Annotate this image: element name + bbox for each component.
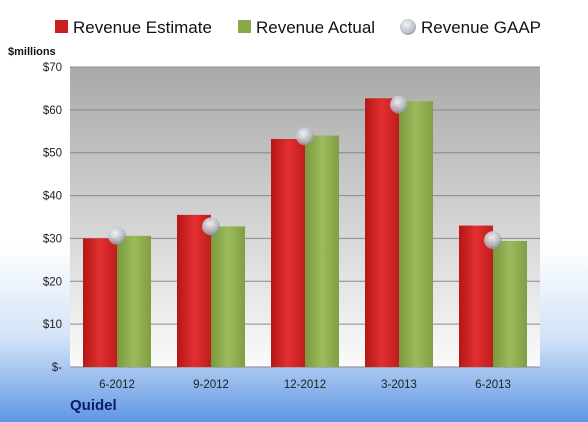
y-tick-label-40: $40 [43,191,62,203]
y-axis-ticks: $- $10 $20 $30 $40 $50 $60 $70 [43,62,62,374]
gaap-markers [108,95,502,250]
marker-revenue-gaap-9-2012 [202,217,220,236]
y-tick-label-50: $50 [43,148,62,160]
bar-revenue-estimate-6-2013 [459,225,493,367]
y-tick-label-60: $60 [43,105,62,117]
bar-revenue-estimate-12-2012 [271,139,305,367]
bar-revenue-actual-9-2012 [211,226,245,367]
bar-revenue-estimate-3-2013 [365,98,399,368]
bar-revenue-actual-6-2012 [117,235,151,367]
legend-label-revenue-estimate: Revenue Estimate [73,18,212,37]
x-tick-label-3-2013: 3-2013 [381,379,417,391]
company-name: Quidel [70,397,117,414]
y-tick-label-20: $20 [43,276,62,288]
marker-revenue-gaap-12-2012 [296,127,314,146]
legend-swatch-revenue-actual [238,20,251,33]
marker-revenue-gaap-6-2012 [108,226,126,245]
legend-item-revenue-actual: Revenue Actual [238,18,375,37]
marker-revenue-gaap-6-2013 [484,231,502,250]
legend-label-revenue-gaap: Revenue GAAP [421,18,541,37]
y-tick-label-0: $- [52,362,62,374]
y-tick-label-30: $30 [43,233,62,245]
x-tick-label-6-2013: 6-2013 [475,379,511,391]
bar-revenue-estimate-9-2012 [177,214,211,367]
x-axis-ticks: 6-2012 9-2012 12-2012 3-2013 6-2013 [99,379,511,391]
bar-revenue-actual-12-2012 [305,135,339,367]
x-tick-label-9-2012: 9-2012 [193,379,229,391]
y-tick-label-70: $70 [43,62,62,74]
bar-revenue-actual-6-2013 [493,241,527,367]
bars [83,98,527,368]
legend-marker-revenue-gaap [400,19,416,35]
legend-item-revenue-estimate: Revenue Estimate [55,18,212,37]
legend-swatch-revenue-estimate [55,20,68,33]
legend: Revenue Estimate Revenue Actual Revenue … [55,18,541,37]
x-tick-label-6-2012: 6-2012 [99,379,135,391]
legend-label-revenue-actual: Revenue Actual [256,18,375,37]
x-tick-label-12-2012: 12-2012 [284,379,326,391]
bar-revenue-estimate-6-2012 [83,238,117,367]
bar-revenue-actual-3-2013 [399,101,433,368]
y-tick-label-10: $10 [43,319,62,331]
y-unit-label: $millions [8,46,56,58]
legend-item-revenue-gaap: Revenue GAAP [400,18,541,37]
marker-revenue-gaap-3-2013 [390,95,408,114]
